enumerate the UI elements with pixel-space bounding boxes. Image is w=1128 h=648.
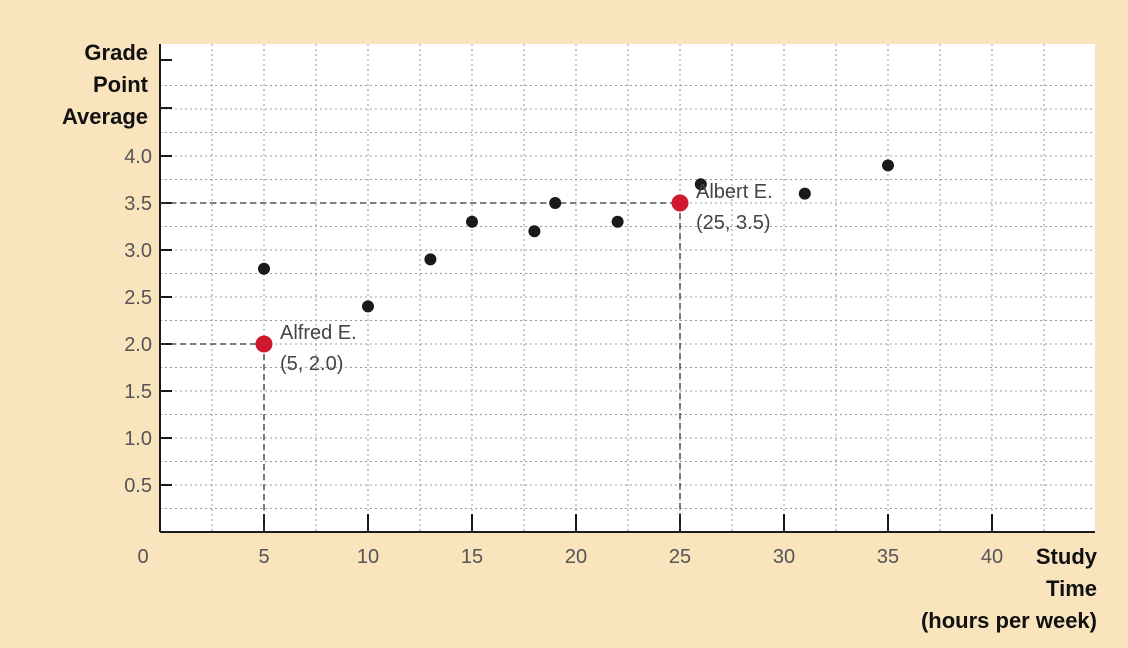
x-tick-label: 10 [357,546,379,568]
y-tick-label: 2.5 [124,287,152,309]
data-point [694,178,707,191]
y-tick-label: 1.5 [124,381,152,403]
x-tick-label: 5 [258,546,269,568]
data-point [882,159,894,172]
y-axis-title: Grade [84,40,148,65]
data-point [362,300,374,313]
data-point [611,215,624,228]
plot-area [160,44,1095,532]
y-tick-label: 3.0 [124,240,152,262]
point-annotation-coords: (5, 2.0) [280,353,343,375]
x-axis-title: (hours per week) [921,608,1097,633]
reference-lines [160,202,681,532]
x-tick-label: 40 [981,546,1003,568]
y-tick-label: 0.5 [124,475,152,497]
y-tick-label: 3.5 [124,193,152,215]
data-point [424,253,437,266]
y-tick-label: 1.0 [124,428,152,450]
point-annotation-name: Alfred E. [280,322,357,344]
point-annotation-coords: (25, 3.5) [696,212,770,234]
x-axis-title: Time [1046,576,1097,601]
data-point [798,187,811,200]
y-tick-label: 2.0 [124,334,152,356]
highlighted-point [255,335,273,353]
x-tick-label: 25 [669,546,691,568]
x-tick-label: 30 [773,546,795,568]
point-annotation-name: Albert E. [696,181,773,203]
x-tick-label: 35 [877,546,899,568]
x-tick-label: 15 [461,546,483,568]
x-tick-label: 20 [565,546,587,568]
highlighted-point [671,194,689,212]
data-point [466,215,478,228]
y-axis-title: Point [93,72,149,97]
x-axis-title: Study [1036,544,1098,569]
data-point [528,225,541,238]
x-tick-label: 0 [137,546,148,568]
y-axis-title: Average [62,104,148,129]
y-tick-label: 4.0 [124,146,152,168]
data-point [258,262,270,275]
data-point [549,197,562,209]
